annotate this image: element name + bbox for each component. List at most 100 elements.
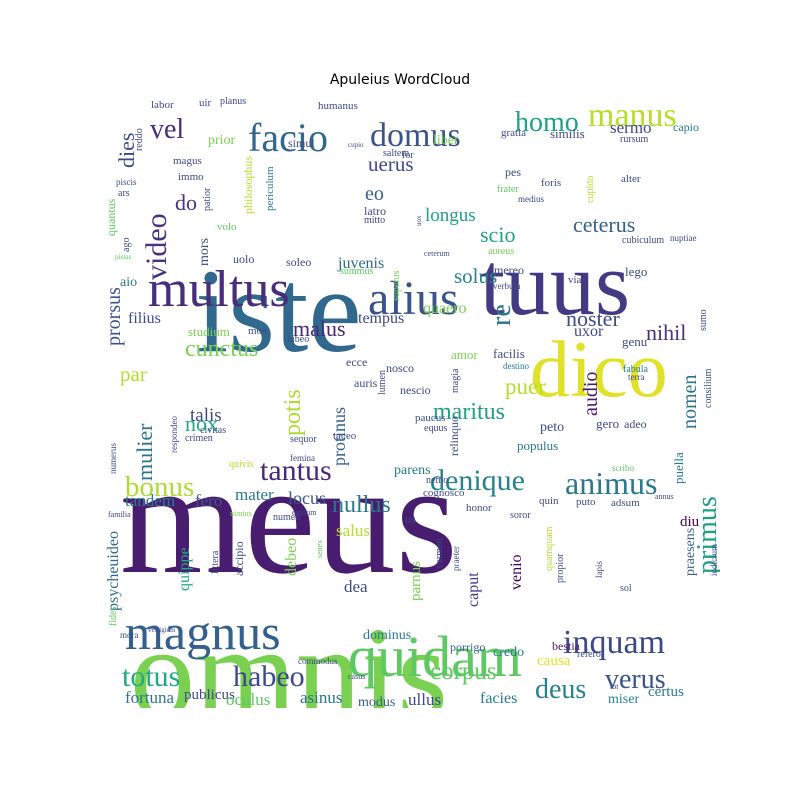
word-eo: eo xyxy=(365,183,384,205)
word-terra: terra xyxy=(628,372,644,382)
word-inquam: inquam xyxy=(563,624,665,661)
word-denique: denique xyxy=(430,464,525,497)
word-tot: tot xyxy=(610,682,619,691)
word-magia: magia xyxy=(450,368,461,393)
word-periculum: periculum xyxy=(264,166,276,211)
word-psycheuideo: psycheuideo xyxy=(105,531,122,611)
word-parens: parens xyxy=(394,463,431,478)
word-magnus: magnus xyxy=(125,604,281,660)
word-verus: verus xyxy=(605,664,666,695)
word-philosophus: philosophus xyxy=(241,156,255,214)
word-propior: propior xyxy=(555,553,566,583)
word-saltem: saltem xyxy=(383,148,409,159)
word-familia: familia xyxy=(108,510,131,519)
word-ago: ago xyxy=(121,238,132,252)
word-nihil: nihil xyxy=(646,320,686,345)
word-relinquo: relinquo xyxy=(447,416,461,456)
word-ullus: ullus xyxy=(408,690,441,708)
word-casus: casus xyxy=(348,672,365,681)
word-cubiculum: cubiculum xyxy=(622,235,664,246)
word-lapis: lapis xyxy=(594,561,604,578)
word-piscis: piscis xyxy=(116,177,137,187)
word-volo: volo xyxy=(217,221,237,233)
word-audio: audio xyxy=(580,372,602,416)
word-lego: lego xyxy=(625,264,647,279)
word-cupido: cupido xyxy=(585,176,596,203)
word-iubeo: iubeo xyxy=(287,334,309,345)
word-consilium: consilium xyxy=(703,368,714,408)
word-numerus: numerus xyxy=(108,443,118,474)
word-video: video xyxy=(140,213,173,280)
word-nuptiae: nuptiae xyxy=(670,233,697,243)
word-bestia: bestia xyxy=(552,639,581,653)
word-paucus: paucus xyxy=(415,412,446,424)
word-accipio: accipio xyxy=(232,541,246,576)
word-iudicium: iudicium xyxy=(709,544,719,576)
word-lumen: lumen xyxy=(377,370,388,395)
word-habeo: habeo xyxy=(233,660,305,693)
word-ecce: ecce xyxy=(346,355,367,369)
word-facilis: facilis xyxy=(493,346,525,361)
word-sumo: sumo xyxy=(698,309,709,331)
word-salus: salus xyxy=(336,521,370,540)
word-taceo: taceo xyxy=(333,430,357,442)
word-dominus: dominus xyxy=(363,628,411,643)
word-longus: longus xyxy=(425,205,476,226)
word-fabula: fabula xyxy=(623,364,649,375)
word-praesens: praesens xyxy=(683,528,698,576)
word-ceterum: ceterum xyxy=(424,249,451,258)
word-mitto: mitto xyxy=(364,215,385,226)
word-mors: mors xyxy=(197,238,212,266)
word-tantus: tantus xyxy=(260,454,332,487)
word-cloud: meus omnis iste tuus dico quidam multus alius ma… xyxy=(100,96,720,708)
word-sequor: sequor xyxy=(290,434,317,445)
word-malus: malus xyxy=(293,316,346,341)
word-debeo: debeo xyxy=(283,538,300,576)
word-parnus: parnus xyxy=(408,561,424,601)
word-noster: noster xyxy=(566,306,620,331)
word-exitium: exitium xyxy=(292,508,317,517)
word-honor: honor xyxy=(466,502,492,514)
word-labor: labor xyxy=(151,99,174,111)
word-puer: puer xyxy=(505,374,546,399)
word-adsum: adsum xyxy=(611,497,640,509)
word-nullus: nullus xyxy=(332,492,391,518)
word-adeo: adeo xyxy=(624,417,647,431)
word-soleo: soleo xyxy=(286,255,311,269)
word-os: os xyxy=(405,512,416,526)
word-omnis: omnis xyxy=(130,601,448,708)
word-humanus: humanus xyxy=(318,100,358,112)
word-uox: uox xyxy=(415,215,423,226)
word-praeter: praeter xyxy=(451,546,461,571)
word-nescio: nescio xyxy=(400,383,431,397)
word-gratia: gratia xyxy=(501,127,526,139)
word-commodus: commodus xyxy=(298,656,338,666)
word-vestigium: vestigium xyxy=(148,626,176,634)
word-via: via xyxy=(568,274,582,286)
word-uir: uir xyxy=(199,97,212,109)
word-re: re xyxy=(486,304,517,326)
word-manus: manus xyxy=(588,97,677,134)
word-multus: multus xyxy=(148,261,290,318)
word-dico: dico xyxy=(530,326,668,414)
word-primus: primus xyxy=(692,496,720,574)
word-quivis: quivis xyxy=(229,459,254,470)
word-populus: populus xyxy=(517,438,558,453)
word-verbum: verbum xyxy=(493,281,521,291)
word-credo: credo xyxy=(493,645,524,660)
word-locus: locus xyxy=(288,488,326,508)
word-juvenis: juvenis xyxy=(337,255,384,272)
word-fortuna: fortuna xyxy=(125,688,175,707)
word-frater: frater xyxy=(497,184,519,195)
word-dea: dea xyxy=(344,577,368,596)
word-corpus: corpus xyxy=(430,658,497,685)
word-uxor: uxor xyxy=(574,323,604,340)
word-numen: numen xyxy=(273,512,300,523)
word-latro: latro xyxy=(364,204,386,218)
word-genu: genu xyxy=(622,334,648,349)
word-crimen: crimen xyxy=(185,433,213,444)
word-femina: femina xyxy=(290,453,315,463)
word-pietas: pietas xyxy=(115,253,132,261)
word-domus: domus xyxy=(370,117,461,154)
word-iste: iste xyxy=(195,244,362,377)
